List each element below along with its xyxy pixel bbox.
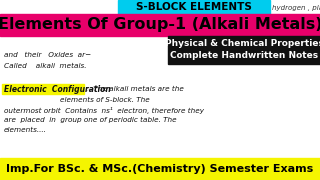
Text: Called    alkali  metals.: Called alkali metals. (4, 63, 86, 69)
Text: Physical & Chemical Properties: Physical & Chemical Properties (164, 39, 320, 48)
Text: elements....: elements.... (4, 127, 47, 133)
Bar (2, 84, 84, 94)
Text: Complete Handwritten Notes: Complete Handwritten Notes (170, 51, 318, 60)
Text: outermost orbit  Contains  ns¹  electron, therefore they: outermost orbit Contains ns¹ electron, t… (4, 107, 204, 114)
Text: are  placed  in  group one of periodic table. The: are placed in group one of periodic tabl… (4, 117, 177, 123)
Text: Imp.For BSc. & MSc.(Chemistry) Semester Exams: Imp.For BSc. & MSc.(Chemistry) Semester … (6, 164, 314, 174)
Bar (118, 0, 270, 14)
Bar (168, 36, 320, 64)
Text: Elements Of Group-1 (Alkali Metals): Elements Of Group-1 (Alkali Metals) (0, 17, 320, 33)
Text: hydrogen , placed: hydrogen , placed (272, 5, 320, 11)
Text: elements of S-block. The: elements of S-block. The (60, 97, 150, 103)
Text: and   their   Oxides  ar−: and their Oxides ar− (4, 52, 91, 58)
Text: S-BLOCK ELEMENTS: S-BLOCK ELEMENTS (136, 2, 252, 12)
Bar (0, 14, 320, 36)
Text: Electronic  Configuration: Electronic Configuration (4, 84, 111, 93)
Bar (0, 158, 320, 180)
Text: :- The alkali metals are the: :- The alkali metals are the (86, 86, 184, 92)
